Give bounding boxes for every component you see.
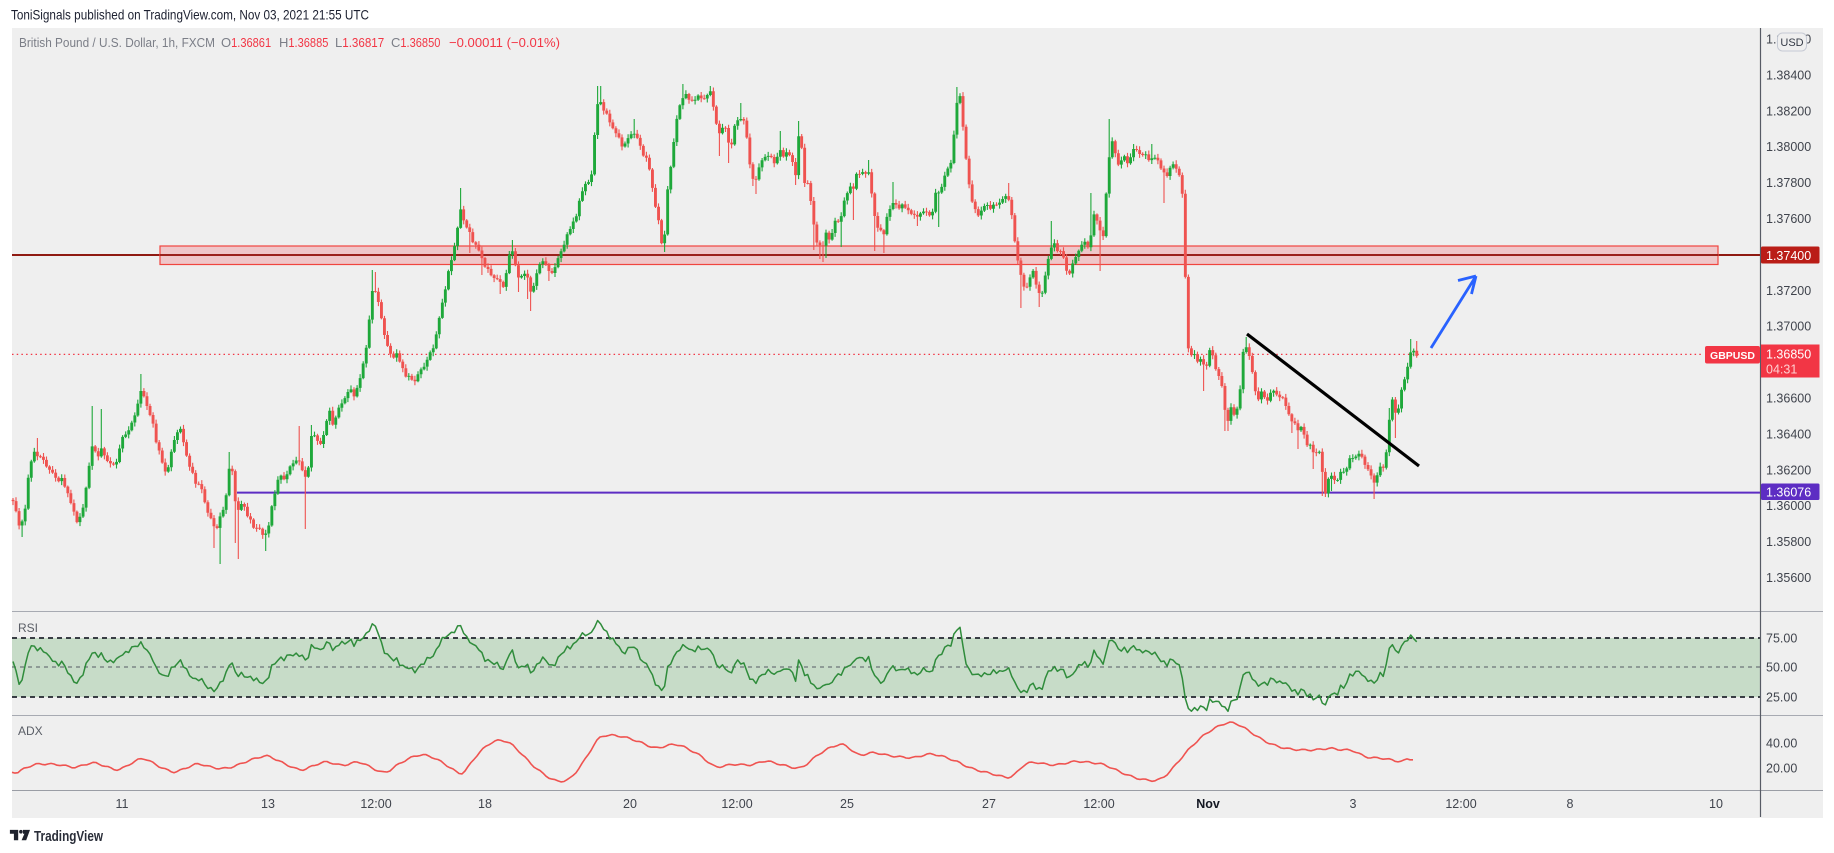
svg-text:1.36600: 1.36600 (1766, 392, 1811, 406)
svg-text:18: 18 (478, 797, 492, 811)
svg-text:1.38200: 1.38200 (1766, 104, 1811, 118)
svg-text:25.00: 25.00 (1766, 690, 1797, 704)
svg-text:50.00: 50.00 (1766, 660, 1797, 674)
svg-text:11: 11 (116, 797, 129, 811)
svg-text:8: 8 (1567, 797, 1574, 811)
svg-text:10: 10 (1709, 797, 1723, 811)
svg-text:20: 20 (623, 797, 637, 811)
svg-text:25: 25 (840, 797, 854, 811)
svg-text:20.00: 20.00 (1766, 761, 1797, 775)
svg-text:12:00: 12:00 (1445, 797, 1476, 811)
svg-text:13: 13 (261, 797, 275, 811)
svg-text:GBPUSD: GBPUSD (1710, 350, 1755, 362)
svg-text:RSI: RSI (18, 621, 38, 635)
svg-text:1.36076: 1.36076 (1766, 486, 1811, 500)
svg-text:ADX: ADX (18, 724, 43, 738)
svg-text:40.00: 40.00 (1766, 736, 1797, 750)
svg-text:1.37800: 1.37800 (1766, 176, 1811, 190)
svg-text:Nov: Nov (1196, 797, 1220, 811)
svg-text:12:00: 12:00 (360, 797, 391, 811)
svg-text:12:00: 12:00 (721, 797, 752, 811)
svg-text:1.37000: 1.37000 (1766, 320, 1811, 334)
svg-text:1.37200: 1.37200 (1766, 284, 1811, 298)
svg-text:1.38000: 1.38000 (1766, 140, 1811, 154)
svg-text:1.38400: 1.38400 (1766, 68, 1811, 82)
svg-text:1.35600: 1.35600 (1766, 571, 1811, 585)
svg-text:1.35800: 1.35800 (1766, 535, 1811, 549)
svg-text:1.36850: 1.36850 (1766, 347, 1811, 361)
svg-text:75.00: 75.00 (1766, 631, 1797, 645)
svg-text:USD: USD (1780, 37, 1803, 49)
svg-text:3: 3 (1350, 797, 1357, 811)
svg-text:27: 27 (982, 797, 996, 811)
svg-text:04:31: 04:31 (1766, 362, 1797, 376)
svg-text:1.37600: 1.37600 (1766, 212, 1811, 226)
svg-text:1.36000: 1.36000 (1766, 499, 1811, 513)
svg-text:1.36400: 1.36400 (1766, 427, 1811, 441)
svg-text:TradingView: TradingView (34, 828, 103, 845)
svg-text:ToniSignals published on Tradi: ToniSignals published on TradingView.com… (11, 7, 369, 23)
svg-text:British Pound / U.S. Dollar, 1: British Pound / U.S. Dollar, 1h, FXCM O1.… (19, 35, 560, 50)
svg-text:1.37400: 1.37400 (1766, 249, 1811, 263)
svg-text:1.36200: 1.36200 (1766, 463, 1811, 477)
svg-text:12:00: 12:00 (1083, 797, 1114, 811)
